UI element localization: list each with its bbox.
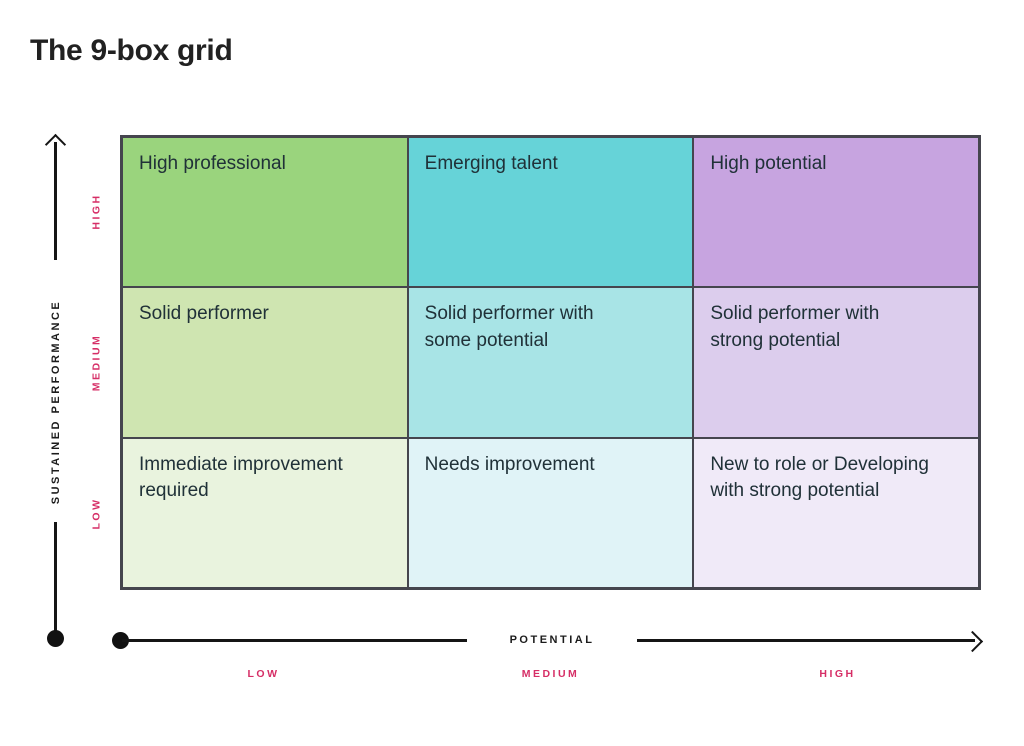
x-axis-title: POTENTIAL (509, 634, 595, 646)
grid-cell: New to role or Developing with strong po… (693, 437, 979, 588)
grid-cell: High professional (122, 137, 408, 288)
row-label-high-text: HIGH (90, 193, 103, 230)
y-axis-line-upper (54, 142, 57, 260)
row-label-medium: MEDIUM (91, 318, 104, 408)
grid-cell: Immediate improvement required (122, 437, 408, 588)
col-label-low-text: LOW (247, 668, 280, 680)
col-label-low: LOW (120, 668, 407, 681)
grid-cell: Needs improvement (407, 437, 694, 588)
x-axis-line-left (122, 639, 467, 642)
y-axis-title-wrap: SUSTAINED PERFORMANCE (50, 277, 64, 527)
page-title: The 9-box grid (30, 34, 233, 67)
col-label-high-text: HIGH (819, 668, 856, 680)
y-axis-title: SUSTAINED PERFORMANCE (50, 299, 62, 505)
row-label-low: LOW (91, 469, 104, 559)
row-label-low-text: LOW (90, 497, 103, 530)
nine-box-grid: High professional Emerging talent High p… (120, 135, 981, 590)
col-label-medium-text: MEDIUM (521, 668, 580, 680)
grid-cell: Solid performer with strong potential (693, 287, 979, 438)
y-axis-origin-dot (47, 630, 64, 647)
row-label-medium-text: MEDIUM (90, 333, 103, 392)
cell-label: Needs improvement (424, 453, 595, 475)
cell-label: Solid performer (139, 303, 269, 325)
grid-cell: Solid performer (122, 287, 408, 438)
grid-cell: Emerging talent (407, 137, 694, 288)
cell-label: Solid performer with strong potential (710, 303, 880, 351)
cell-label: Solid performer with some potential (424, 303, 594, 351)
cell-label: New to role or Developing with strong po… (710, 453, 929, 501)
y-axis-line-lower (54, 522, 57, 632)
cell-label: Immediate improvement required (139, 453, 343, 501)
grid-cell: High potential (693, 137, 979, 288)
grid-cell: Solid performer with some potential (407, 287, 694, 438)
right-arrow-icon (961, 630, 984, 653)
cell-label: High professional (139, 153, 286, 174)
row-label-high: HIGH (91, 167, 104, 257)
col-label-medium: MEDIUM (407, 668, 694, 681)
x-axis-line-right (637, 639, 975, 642)
col-label-high: HIGH (694, 668, 981, 681)
x-axis-origin-dot (112, 632, 129, 649)
cell-label: Emerging talent (424, 153, 558, 174)
cell-label: High potential (710, 153, 827, 174)
